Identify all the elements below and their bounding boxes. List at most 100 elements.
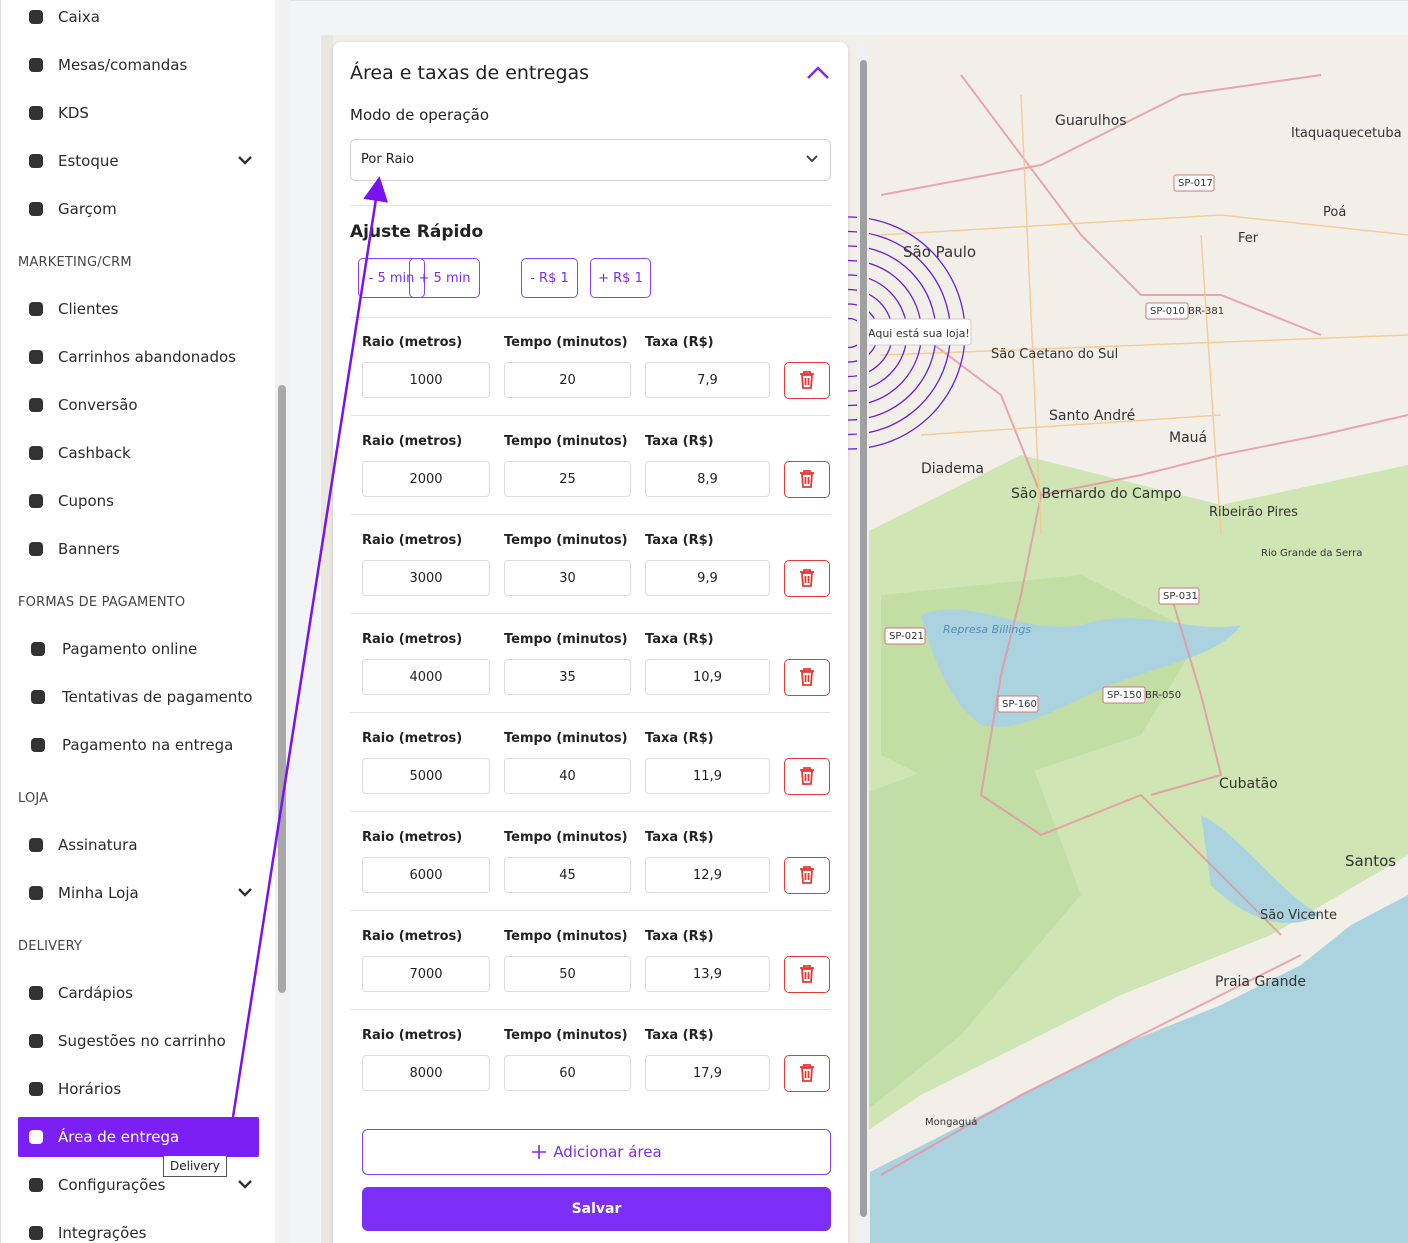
nav-label: Tentativas de pagamento — [62, 688, 253, 706]
nav-item[interactable]: Banners — [1, 529, 276, 569]
field-input[interactable]: 7,9 — [645, 362, 770, 398]
panel-scroll-thumb[interactable] — [860, 60, 867, 1217]
field-input[interactable]: 2000 — [362, 461, 490, 497]
nav-item[interactable]: Clientes — [1, 289, 276, 329]
divider — [350, 1009, 831, 1010]
field-input[interactable]: 17,9 — [645, 1055, 770, 1091]
icon-shape — [29, 350, 43, 364]
select-chevron — [806, 155, 818, 163]
nav-item[interactable]: KDS — [1, 93, 276, 133]
delete-button[interactable] — [784, 1055, 830, 1092]
delete-button[interactable] — [784, 857, 830, 894]
save-button[interactable]: Salvar — [362, 1187, 831, 1231]
field-input[interactable]: 12,9 — [645, 857, 770, 893]
place-label: Guarulhos — [1055, 113, 1127, 129]
nav-icon — [31, 642, 45, 656]
field-input[interactable]: 13,9 — [645, 956, 770, 992]
icon-shape — [29, 986, 43, 1000]
nav-item[interactable]: Área de entrega — [18, 1117, 259, 1157]
add-area-button[interactable]: Adicionar área — [362, 1129, 831, 1175]
nav-label: Clientes — [58, 300, 119, 318]
field-label: Tempo (minutos) — [504, 929, 628, 944]
field-input[interactable]: 8000 — [362, 1055, 490, 1091]
nav-item[interactable]: Pagamento online — [1, 629, 276, 669]
field-input[interactable]: 45 — [504, 857, 631, 893]
field-input[interactable]: 8,9 — [645, 461, 770, 497]
nav-icon — [29, 1226, 43, 1240]
collapse-button[interactable] — [805, 64, 831, 82]
field-input[interactable]: 11,9 — [645, 758, 770, 794]
field-input[interactable]: 50 — [504, 956, 631, 992]
icon-shape — [29, 58, 43, 72]
nav-label: Área de entrega — [58, 1128, 180, 1146]
add-area-label: Adicionar área — [553, 1143, 662, 1161]
field-input[interactable]: 5000 — [362, 758, 490, 794]
icon-shape — [29, 10, 43, 24]
quick-adjust-button[interactable]: - R$ 1 — [521, 258, 578, 298]
quick-adjust-button[interactable]: + 5 min — [409, 258, 480, 298]
trash — [800, 470, 814, 488]
nav-label: Pagamento na entrega — [62, 736, 234, 754]
nav-item[interactable]: Assinatura — [1, 825, 276, 865]
nav-item[interactable]: Minha Loja — [1, 873, 276, 913]
nav-item[interactable]: Carrinhos abandonados — [1, 337, 276, 377]
field-input[interactable]: 10,9 — [645, 659, 770, 695]
sidebar-scroll-thumb[interactable] — [278, 385, 286, 993]
delete-button[interactable] — [784, 362, 830, 399]
field-input[interactable]: 25 — [504, 461, 631, 497]
trash-icon — [800, 569, 814, 587]
nav-label: Banners — [58, 540, 120, 558]
field-input[interactable]: 7000 — [362, 956, 490, 992]
nav-item[interactable]: Caixa — [1, 0, 276, 37]
trash — [800, 866, 814, 884]
field-label: Raio (metros) — [362, 731, 463, 746]
marker-tooltip: Aqui está sua loja! — [864, 318, 972, 346]
road-label: SP-017 — [1178, 178, 1213, 189]
nav-item[interactable]: Cardápios — [1, 973, 276, 1013]
nav-item[interactable]: Garçom — [1, 189, 276, 229]
quick-adjust-button[interactable]: + R$ 1 — [590, 258, 651, 298]
delete-button[interactable] — [784, 758, 830, 795]
field-input[interactable]: 1000 — [362, 362, 490, 398]
delete-button[interactable] — [784, 560, 830, 597]
mode-select[interactable]: Por Raio — [350, 139, 831, 181]
icon-shape — [29, 494, 43, 508]
place-label: Rio Grande da Serra — [1261, 548, 1362, 559]
nav-item[interactable]: Conversão — [1, 385, 276, 425]
field-input[interactable]: 3000 — [362, 560, 490, 596]
field-label: Taxa (R$) — [645, 731, 714, 746]
nav-item[interactable]: Cashback — [1, 433, 276, 473]
nav-icon — [29, 1130, 43, 1144]
map-forest — [861, 735, 1081, 1115]
field-label: Raio (metros) — [362, 335, 463, 350]
field-label: Tempo (minutos) — [504, 830, 628, 845]
field-input[interactable]: 9,9 — [645, 560, 770, 596]
delete-button[interactable] — [784, 659, 830, 696]
nav-item[interactable]: Integrações — [1, 1213, 276, 1243]
nav-item[interactable]: Configurações — [1, 1165, 276, 1205]
field-input[interactable]: 6000 — [362, 857, 490, 893]
field-input[interactable]: 4000 — [362, 659, 490, 695]
field-label: Tempo (minutos) — [504, 632, 628, 647]
nav-item[interactable]: Tentativas de pagamento — [1, 677, 276, 717]
field-input[interactable]: 40 — [504, 758, 631, 794]
nav-item[interactable]: Horários — [1, 1069, 276, 1109]
field-input[interactable]: 60 — [504, 1055, 631, 1091]
field-input[interactable]: 30 — [504, 560, 631, 596]
sidebar: Caixa Mesas/comandas KDS Estoque Garçom MARKE… — [0, 0, 276, 1243]
nav-item[interactable]: Estoque — [1, 141, 276, 181]
nav-item[interactable]: Mesas/comandas — [1, 45, 276, 85]
field-input[interactable]: 35 — [504, 659, 631, 695]
place-label: Praia Grande — [1215, 974, 1306, 990]
nav-item[interactable]: Sugestões no carrinho — [1, 1021, 276, 1061]
nav-icon — [29, 986, 43, 1000]
delete-button[interactable] — [784, 956, 830, 993]
nav-item[interactable]: Cupons — [1, 481, 276, 521]
field-label: Raio (metros) — [362, 434, 463, 449]
map-sea — [870, 895, 1408, 1243]
delete-button[interactable] — [784, 461, 830, 498]
nav-item[interactable]: Pagamento na entrega — [1, 725, 276, 765]
field-input[interactable]: 20 — [504, 362, 631, 398]
trash — [800, 767, 814, 785]
